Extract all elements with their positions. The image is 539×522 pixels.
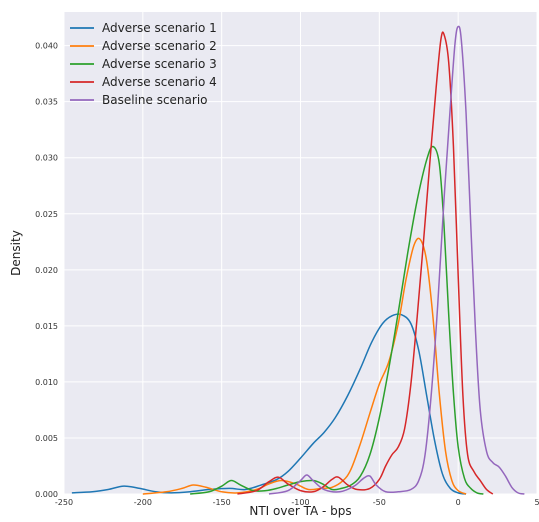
series-line-2 [142, 237, 467, 495]
series-line-1 [71, 313, 467, 495]
x-tick-label: -50 [373, 498, 386, 507]
x-axis-label: NTI over TA - bps [249, 504, 351, 518]
legend: Adverse scenario 1 Adverse scenario 2 Adve… [70, 21, 217, 107]
series-line-4 [237, 31, 494, 495]
legend-label: Adverse scenario 1 [102, 21, 217, 35]
legend-label: Adverse scenario 4 [102, 75, 217, 89]
x-axis-ticks: -250 -200 -150 -100 -50 0 5 [55, 498, 539, 507]
y-tick-label: 0.025 [35, 210, 58, 219]
legend-label: Baseline scenario [102, 93, 208, 107]
y-tick-label: 0.005 [35, 434, 58, 443]
y-tick-label: 0.000 [35, 490, 58, 499]
x-tick-label: 0 [456, 498, 461, 507]
y-tick-label: 0.030 [35, 154, 58, 163]
x-tick-label: -200 [134, 498, 152, 507]
legend-label: Adverse scenario 3 [102, 57, 217, 71]
x-tick-label: -100 [291, 498, 309, 507]
y-tick-label: 0.040 [35, 42, 58, 51]
y-tick-label: 0.015 [35, 322, 58, 331]
y-tick-label: 0.035 [35, 98, 58, 107]
y-tick-label: 0.020 [35, 266, 58, 275]
x-tick-label: -250 [55, 498, 73, 507]
x-tick-label: -150 [213, 498, 231, 507]
x-tick-label: 5 [534, 498, 539, 507]
y-axis-ticks: 0.000 0.005 0.010 0.015 0.020 0.025 0.030 0.035… [35, 42, 58, 499]
series-line-3 [190, 145, 484, 495]
series-line-5 [268, 25, 525, 495]
y-axis-label: Density [9, 230, 23, 276]
y-tick-label: 0.010 [35, 378, 58, 387]
legend-label: Adverse scenario 2 [102, 39, 217, 53]
series-lines [71, 25, 525, 495]
